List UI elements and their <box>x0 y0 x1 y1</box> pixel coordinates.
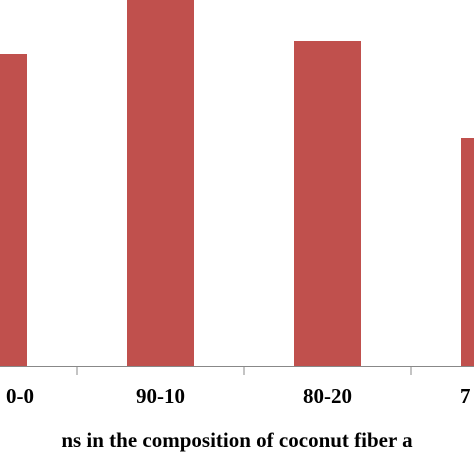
x-tick-label: 7 <box>460 384 471 408</box>
bar <box>461 138 474 366</box>
x-tick-label: 0-0 <box>6 384 34 408</box>
x-axis-label: ns in the composition of coconut fiber a <box>61 428 413 452</box>
bar <box>127 0 194 366</box>
x-tick-label: 90-10 <box>136 384 185 408</box>
bar <box>294 41 361 366</box>
x-tick-label: 80-20 <box>303 384 352 408</box>
bar <box>0 54 27 366</box>
